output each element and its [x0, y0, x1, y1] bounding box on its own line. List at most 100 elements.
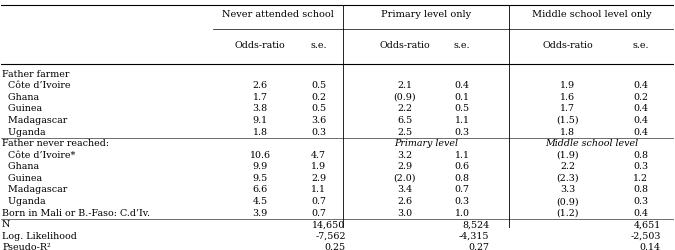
Text: 4.5: 4.5 [252, 197, 267, 206]
Text: Côte d’Ivoire: Côte d’Ivoire [2, 81, 71, 90]
Text: 0.25: 0.25 [325, 243, 346, 250]
Text: 0.3: 0.3 [454, 197, 470, 206]
Text: 2.6: 2.6 [252, 81, 267, 90]
Text: Log. Likelihood: Log. Likelihood [2, 232, 77, 241]
Text: 2.9: 2.9 [311, 174, 326, 183]
Text: 8,524: 8,524 [462, 220, 489, 229]
Text: 1.1: 1.1 [455, 151, 470, 160]
Text: Never attended school: Never attended school [222, 10, 334, 20]
Text: N: N [2, 220, 10, 229]
Text: 6.6: 6.6 [252, 186, 268, 194]
Text: 0.3: 0.3 [633, 197, 648, 206]
Text: 9.5: 9.5 [252, 174, 268, 183]
Text: 6.5: 6.5 [397, 116, 412, 125]
Text: (2.0): (2.0) [394, 174, 416, 183]
Text: 0.8: 0.8 [455, 174, 470, 183]
Text: 0.4: 0.4 [633, 128, 648, 136]
Text: 0.7: 0.7 [311, 197, 326, 206]
Text: 0.2: 0.2 [633, 93, 648, 102]
Text: 1.7: 1.7 [252, 93, 267, 102]
Text: Guinea: Guinea [2, 174, 42, 183]
Text: 2.2: 2.2 [560, 162, 575, 171]
Text: -2,503: -2,503 [630, 232, 661, 241]
Text: 1.8: 1.8 [560, 128, 575, 136]
Text: 0.5: 0.5 [311, 81, 326, 90]
Text: Odds-ratio: Odds-ratio [543, 41, 593, 50]
Text: 0.4: 0.4 [455, 81, 470, 90]
Text: 4.7: 4.7 [311, 151, 326, 160]
Text: 9.9: 9.9 [252, 162, 268, 171]
Text: 3.3: 3.3 [560, 186, 576, 194]
Text: Father never reached:: Father never reached: [2, 139, 109, 148]
Text: -7,562: -7,562 [315, 232, 346, 241]
Text: (2.3): (2.3) [557, 174, 579, 183]
Text: 1.9: 1.9 [560, 81, 575, 90]
Text: 1.2: 1.2 [633, 174, 648, 183]
Text: 3.0: 3.0 [398, 208, 412, 218]
Text: Odds-ratio: Odds-ratio [235, 41, 286, 50]
Text: 0.14: 0.14 [640, 243, 661, 250]
Text: s.e.: s.e. [310, 41, 327, 50]
Text: 14,650: 14,650 [313, 220, 346, 229]
Text: 1.6: 1.6 [560, 93, 575, 102]
Text: 10.6: 10.6 [250, 151, 271, 160]
Text: 0.6: 0.6 [454, 162, 470, 171]
Text: 3.9: 3.9 [252, 208, 268, 218]
Text: Primary level only: Primary level only [381, 10, 470, 20]
Text: 2.5: 2.5 [398, 128, 412, 136]
Text: 0.3: 0.3 [311, 128, 326, 136]
Text: 1.9: 1.9 [311, 162, 326, 171]
Text: -4,315: -4,315 [458, 232, 489, 241]
Text: 2.2: 2.2 [398, 104, 412, 114]
Text: Madagascar: Madagascar [2, 186, 68, 194]
Text: 1.0: 1.0 [455, 208, 470, 218]
Text: 3.4: 3.4 [398, 186, 412, 194]
Text: 0.7: 0.7 [455, 186, 470, 194]
Text: 1.1: 1.1 [311, 186, 326, 194]
Text: Madagascar: Madagascar [2, 116, 68, 125]
Text: 0.4: 0.4 [633, 116, 648, 125]
Text: s.e.: s.e. [454, 41, 470, 50]
Text: Born in Mali or B.-Faso: C.d’Iv.: Born in Mali or B.-Faso: C.d’Iv. [2, 208, 150, 218]
Text: Ghana: Ghana [2, 162, 39, 171]
Text: 3.6: 3.6 [311, 116, 326, 125]
Text: (1.5): (1.5) [557, 116, 579, 125]
Text: Uganda: Uganda [2, 128, 46, 136]
Text: Guinea: Guinea [2, 104, 42, 114]
Text: 3.2: 3.2 [398, 151, 412, 160]
Text: 2.1: 2.1 [398, 81, 412, 90]
Text: (0.9): (0.9) [557, 197, 579, 206]
Text: 0.8: 0.8 [633, 186, 648, 194]
Text: 0.4: 0.4 [633, 81, 648, 90]
Text: 9.1: 9.1 [252, 116, 267, 125]
Text: Father farmer: Father farmer [2, 70, 70, 79]
Text: 0.27: 0.27 [468, 243, 489, 250]
Text: 1.7: 1.7 [560, 104, 575, 114]
Text: (0.9): (0.9) [394, 93, 416, 102]
Text: 0.3: 0.3 [454, 128, 470, 136]
Text: 1.8: 1.8 [252, 128, 267, 136]
Text: 2.6: 2.6 [398, 197, 412, 206]
Text: 1.1: 1.1 [455, 116, 470, 125]
Text: 0.8: 0.8 [633, 151, 648, 160]
Text: Uganda: Uganda [2, 197, 46, 206]
Text: Côte d’Ivoire*: Côte d’Ivoire* [2, 151, 76, 160]
Text: 0.5: 0.5 [454, 104, 470, 114]
Text: Primary level: Primary level [394, 139, 458, 148]
Text: 3.8: 3.8 [252, 104, 267, 114]
Text: 0.4: 0.4 [633, 104, 648, 114]
Text: 0.4: 0.4 [633, 208, 648, 218]
Text: Odds-ratio: Odds-ratio [379, 41, 430, 50]
Text: (1.2): (1.2) [557, 208, 579, 218]
Text: Middle school level only: Middle school level only [532, 10, 651, 20]
Text: (1.9): (1.9) [557, 151, 579, 160]
Text: s.e.: s.e. [632, 41, 649, 50]
Text: 2.9: 2.9 [398, 162, 412, 171]
Text: 0.1: 0.1 [455, 93, 470, 102]
Text: Middle school level: Middle school level [545, 139, 638, 148]
Text: 4,651: 4,651 [634, 220, 661, 229]
Text: Ghana: Ghana [2, 93, 39, 102]
Text: 0.7: 0.7 [311, 208, 326, 218]
Text: Pseudo-R²: Pseudo-R² [2, 243, 51, 250]
Text: 0.5: 0.5 [311, 104, 326, 114]
